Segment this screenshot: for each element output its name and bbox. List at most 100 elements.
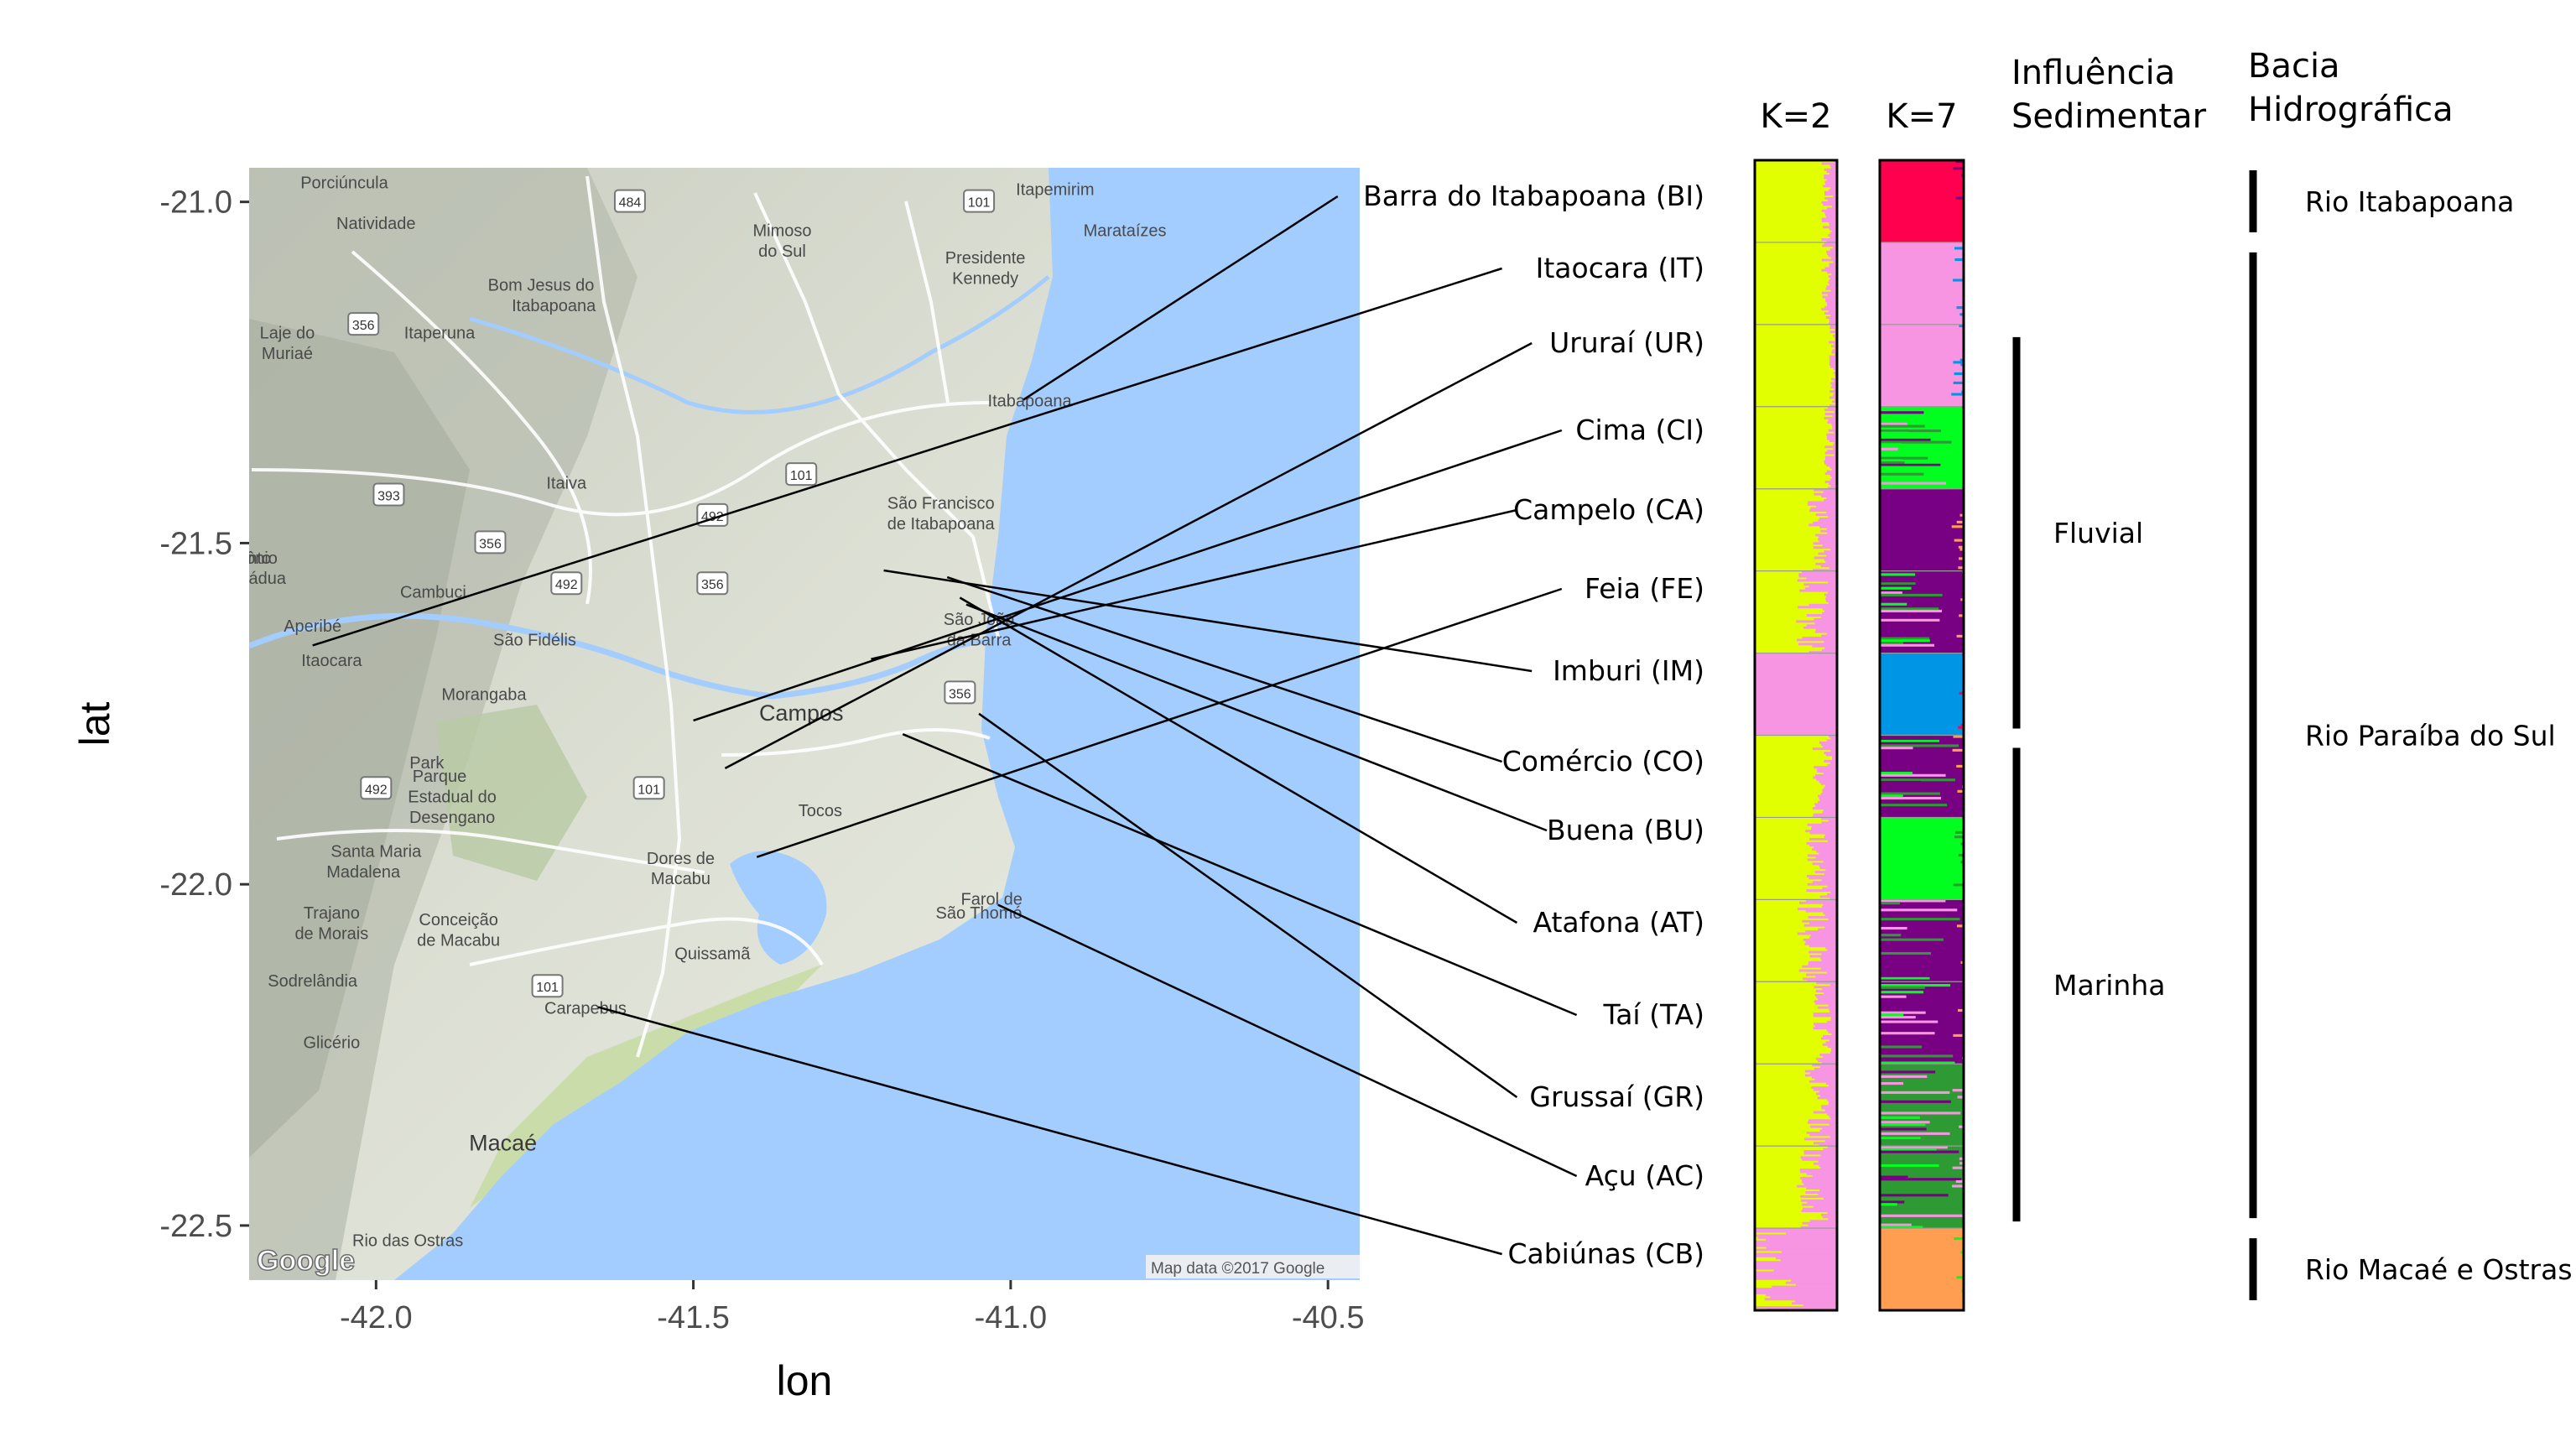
k2-individual	[1800, 1195, 1837, 1198]
k7-individual	[1880, 1068, 1915, 1071]
k2-individual	[1780, 1258, 1837, 1262]
k2-individual	[1834, 342, 1837, 346]
sediment-groups: Fluvial Marinha	[2012, 336, 2165, 1222]
k2-individual	[1829, 1008, 1837, 1012]
k2-individual	[1807, 979, 1837, 982]
k2-individual	[1808, 651, 1837, 654]
site-label: Cabiúnas (CB)	[1507, 1237, 1704, 1270]
k2-individual	[1820, 782, 1837, 785]
k7-individual	[1959, 548, 1964, 551]
k2-individual	[1766, 1238, 1837, 1242]
k2-individual	[1819, 1143, 1837, 1147]
place-label: Macabu	[651, 870, 710, 888]
basin-group-label: Rio Macaé e Ostras	[2305, 1253, 2573, 1286]
k2-individual	[1824, 312, 1837, 315]
site-label: Barra do Itabapoana (BI)	[1363, 180, 1704, 212]
k7-individual	[1880, 1070, 1936, 1074]
k7-individual	[1880, 747, 1913, 750]
k2-individual	[1819, 539, 1837, 543]
y-axis: -21.0 -21.5 -22.0 -22.5	[159, 185, 249, 1244]
k2-individual	[1820, 565, 1837, 568]
k2-site-block	[1755, 488, 1837, 572]
k2-individual	[1825, 457, 1837, 461]
k2-individual	[1795, 1283, 1837, 1287]
k2-individual	[1800, 1170, 1837, 1174]
leader-line	[312, 267, 1502, 647]
k2-individual	[1814, 1142, 1837, 1145]
road-shield: 484	[613, 189, 646, 213]
k7-individual	[1880, 609, 1942, 613]
place-label: da Barra	[947, 631, 1012, 649]
k2-individual	[1828, 1102, 1837, 1106]
k2-individual	[1829, 326, 1837, 330]
road-shield-number: 356	[479, 537, 502, 551]
k2-individual	[1755, 1291, 1837, 1294]
k2-individual	[1814, 766, 1837, 769]
k2-individual	[1829, 263, 1837, 266]
basin-group-label: Rio Itabapoana	[2305, 185, 2514, 218]
k2-individual	[1832, 424, 1837, 428]
k2-individual	[1832, 414, 1837, 418]
k7-individual	[1960, 174, 1964, 177]
k2-individual	[1830, 484, 1837, 487]
k2-individual	[1800, 1226, 1837, 1229]
k2-individual	[1813, 776, 1837, 779]
k2-individual	[1821, 821, 1837, 825]
k2-individual	[1804, 1070, 1837, 1073]
k7-individual	[1953, 883, 1964, 887]
k2-individual	[1822, 1216, 1837, 1219]
road-shield-number: 101	[637, 783, 660, 797]
place-label: Laje do	[260, 324, 315, 342]
k2-site-block	[1755, 570, 1837, 654]
k7-individual	[1880, 1214, 1963, 1217]
road-shield-number: 356	[352, 319, 375, 333]
k2-individual	[1821, 217, 1837, 221]
k2-individual	[1823, 1055, 1837, 1059]
place-label: Itabapoana	[512, 297, 596, 315]
place-label: Natividade	[336, 215, 416, 233]
k2-individual	[1828, 254, 1837, 258]
place-label: Bom Jesus do	[488, 276, 595, 294]
k2-individual	[1809, 844, 1837, 847]
k7-individual	[1951, 525, 1964, 528]
k2-individual	[1811, 1075, 1837, 1079]
k2-individual	[1833, 447, 1837, 450]
k2-individual	[1806, 1172, 1837, 1175]
k7-individual	[1880, 1203, 1897, 1206]
k2-individual	[1829, 357, 1837, 360]
k2-individual	[1808, 877, 1837, 880]
k2-individual	[1817, 800, 1837, 804]
k2-individual	[1829, 404, 1837, 408]
k7-individual	[1953, 381, 1964, 384]
k2-individual	[1818, 538, 1837, 541]
k2-individual	[1755, 1277, 1837, 1280]
k2-individual	[1830, 186, 1837, 190]
k7-individual	[1880, 1100, 1951, 1103]
k7-individual	[1880, 899, 1946, 903]
k2-individual	[1799, 1169, 1837, 1172]
road-shield: 101	[531, 974, 564, 998]
k7-individual	[1880, 582, 1916, 586]
k7-individual	[1956, 764, 1964, 768]
k7-individual	[1880, 979, 1950, 982]
k2-individual	[1810, 507, 1837, 510]
k2-individual	[1822, 1061, 1837, 1065]
k7-individual	[1953, 735, 1964, 738]
k2-individual	[1794, 1299, 1837, 1303]
k7-individual	[1880, 1143, 1923, 1147]
x-tick-label: -41.5	[657, 1300, 730, 1335]
k2-individual	[1831, 351, 1837, 354]
k7-individual	[1954, 1236, 1964, 1241]
k2-individual	[1827, 1112, 1837, 1116]
k2-individual	[1829, 1039, 1837, 1042]
k7-individual	[1880, 1116, 1920, 1119]
k2-individual	[1755, 1273, 1837, 1276]
k2-individual	[1824, 836, 1837, 839]
k2-individual	[1824, 168, 1837, 171]
k7-individual	[1960, 1251, 1964, 1254]
k2-individual	[1803, 1150, 1837, 1153]
k2-individual	[1824, 242, 1837, 245]
k2-individual	[1814, 622, 1837, 625]
k2-individual	[1806, 973, 1837, 976]
k7-individual	[1880, 443, 1902, 446]
